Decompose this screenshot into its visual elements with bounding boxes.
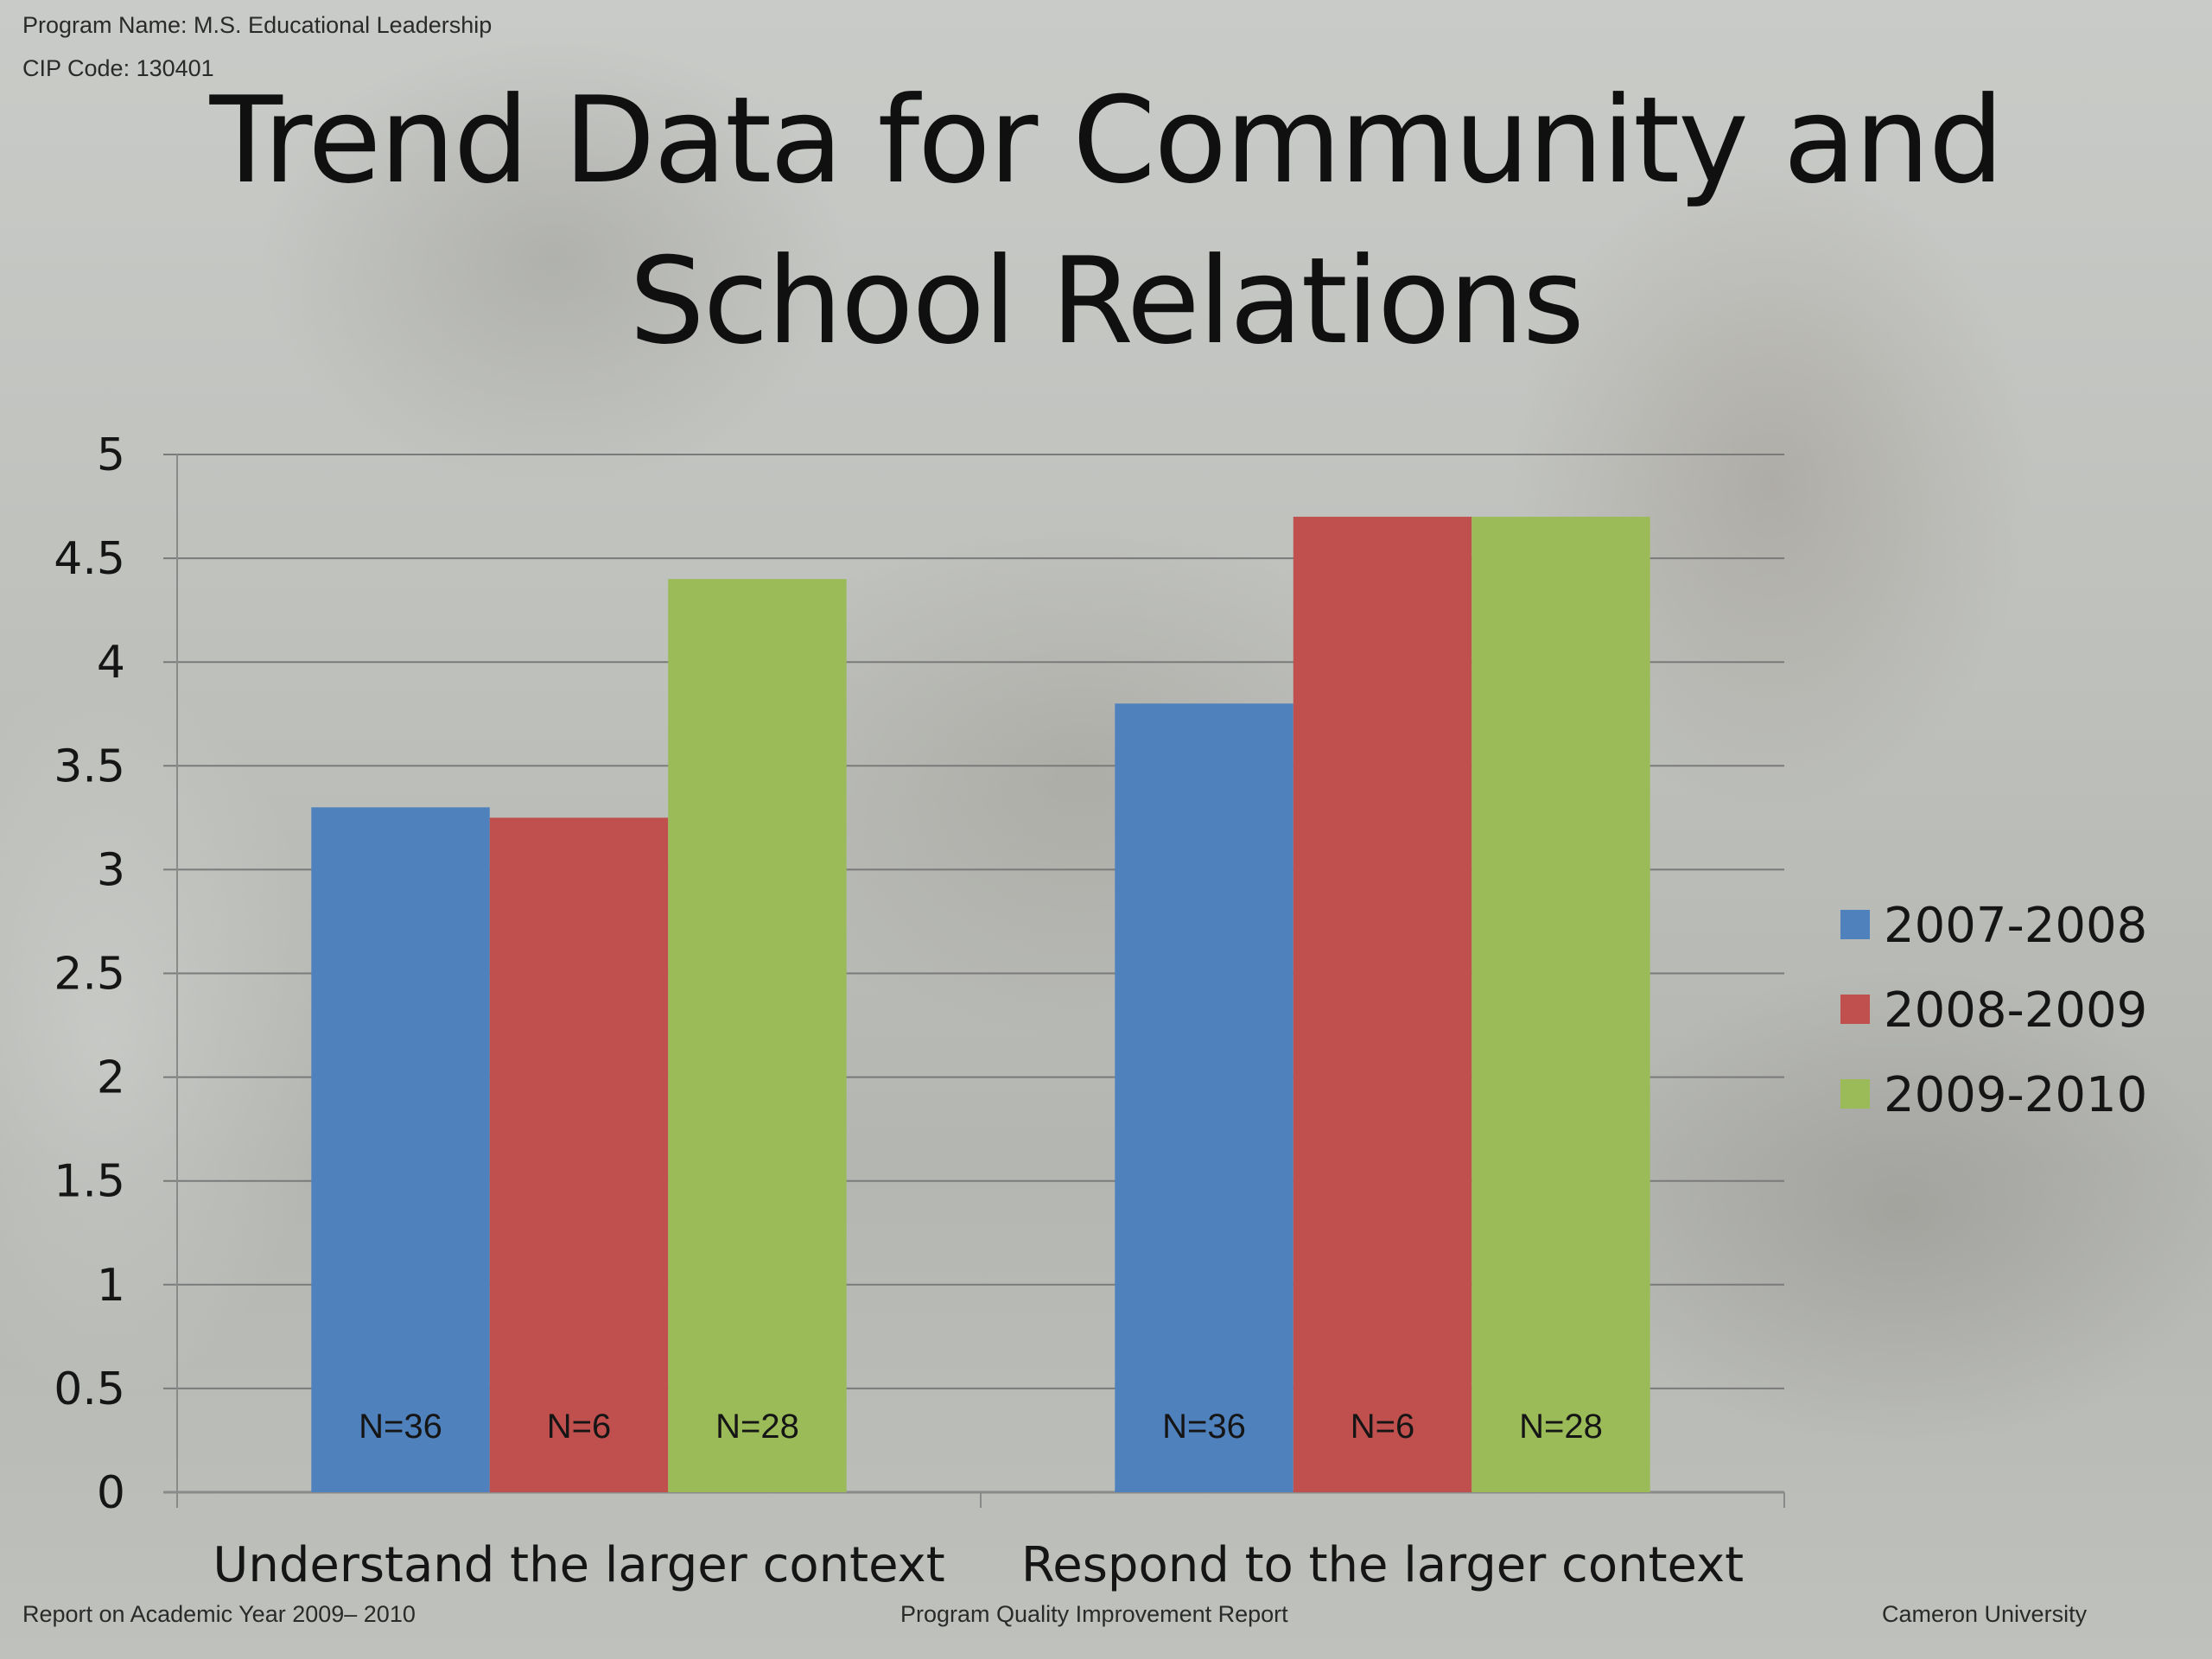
bar-2009-2010: [668, 579, 847, 1492]
axes: 0 0.5 1 1.5 2 2.5 3 3.5 4 4.5 5 Understand the larg…: [54, 429, 1785, 1593]
bar-2007-2008: [1115, 703, 1294, 1492]
bar-n-label: N=36: [1162, 1408, 1246, 1446]
bar-n-label: N=6: [1351, 1408, 1415, 1446]
footer-university: Cameron University: [1882, 1601, 2088, 1627]
bar-n-label: N=6: [547, 1408, 612, 1446]
y-tick-label: 0: [97, 1467, 125, 1519]
legend-label: 2008-2009: [1884, 982, 2147, 1039]
x-category-label: Understand the larger context: [213, 1537, 944, 1593]
chart-title: Trend Data for Community and School Relat…: [209, 71, 2005, 371]
legend-label: 2009-2010: [1884, 1067, 2147, 1123]
bar-n-label: N=36: [359, 1408, 442, 1446]
bar-n-label: N=28: [1519, 1408, 1603, 1446]
bar-2008-2009: [489, 817, 669, 1492]
y-tick-label: 0.5: [54, 1363, 125, 1415]
y-tick-label: 2.5: [54, 949, 125, 1001]
bars: [311, 517, 1650, 1492]
legend: 2007-2008 2008-2009 2009-2010: [1840, 898, 2147, 1123]
y-tick-label: 4: [97, 637, 125, 689]
y-tick-label: 1.5: [54, 1156, 125, 1208]
bar-2007-2008: [311, 807, 490, 1492]
footer-academic-year: Report on Academic Year 2009– 2010: [22, 1601, 416, 1627]
y-tick-label: 1: [97, 1260, 125, 1312]
x-category-label: Respond to the larger context: [1021, 1537, 1744, 1593]
legend-swatch: [1840, 1079, 1870, 1109]
legend-swatch: [1840, 910, 1870, 939]
y-tick-label: 3: [97, 844, 125, 896]
program-name-label: Program Name: M.S. Educational Leadershi…: [22, 12, 493, 38]
legend-swatch: [1840, 995, 1870, 1024]
y-tick-label: 2: [97, 1052, 125, 1104]
data-labels: N=36 N=6 N=28 N=36 N=6 N=28: [359, 1408, 1603, 1446]
y-tick-label: 4.5: [54, 533, 125, 585]
cip-code-label: CIP Code: 130401: [22, 55, 214, 81]
bar-2008-2009: [1293, 517, 1472, 1492]
legend-label: 2007-2008: [1884, 898, 2147, 954]
bar-n-label: N=28: [715, 1408, 799, 1446]
y-tick-label: 5: [97, 429, 125, 481]
bar-2009-2010: [1471, 517, 1650, 1492]
footer-report-name: Program Quality Improvement Report: [900, 1601, 1288, 1627]
y-tick-label: 3.5: [54, 741, 125, 792]
